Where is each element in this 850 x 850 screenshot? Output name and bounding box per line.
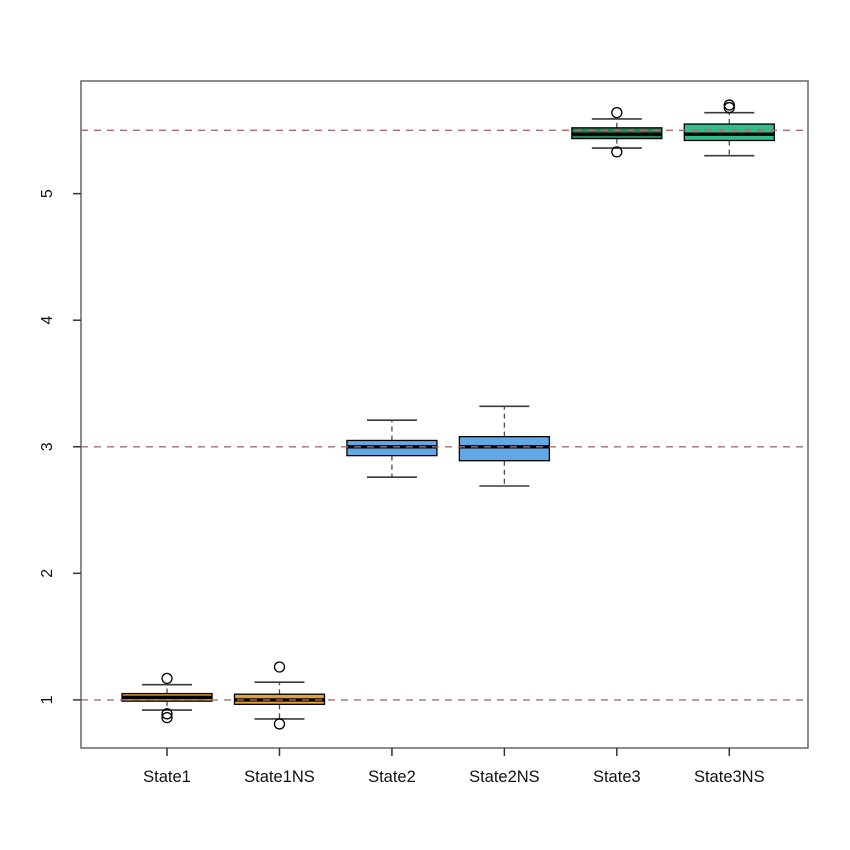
x-tick-label: State1NS	[244, 768, 315, 786]
y-tick-label: 5	[39, 189, 56, 198]
outlier-point	[161, 672, 173, 685]
y-tick-label: 4	[39, 316, 56, 325]
x-tick-label: State3	[593, 768, 641, 786]
y-tick-label: 1	[39, 695, 56, 704]
y-tick-label: 2	[39, 569, 56, 578]
outlier-point	[273, 718, 286, 730]
x-tick-label: State1	[143, 768, 191, 786]
box-State3NS	[683, 123, 775, 142]
box-State2NS	[458, 435, 551, 462]
outlier-point	[161, 711, 173, 724]
x-tick-label: State3NS	[694, 768, 765, 786]
outlier-point	[273, 661, 286, 673]
outlier-point	[611, 106, 623, 119]
plot-frame	[80, 80, 809, 749]
outlier-point	[611, 146, 623, 158]
x-tick-label: State2	[368, 768, 416, 786]
y-tick-label: 3	[39, 442, 56, 451]
outlier-point	[161, 708, 173, 720]
x-tick-label: State2NS	[469, 768, 540, 786]
outlier-point	[723, 101, 735, 114]
